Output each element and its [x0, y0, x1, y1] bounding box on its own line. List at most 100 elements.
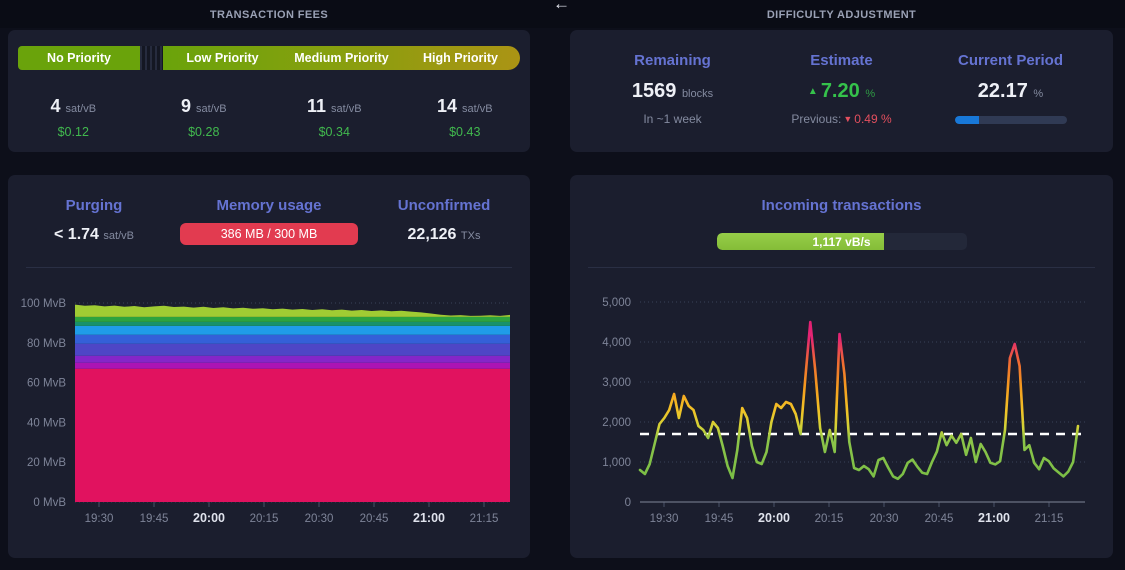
svg-text:21:00: 21:00	[978, 511, 1010, 525]
fee-col-high-priority: 14 sat/vB $0.43	[400, 82, 531, 139]
purging-heading: Purging	[65, 197, 123, 214]
current-period-column: Current Period 22.17 %	[926, 30, 1095, 152]
mempool-divider	[26, 267, 512, 268]
previous-label: Previous:	[791, 112, 842, 126]
svg-text:21:15: 21:15	[1035, 513, 1064, 525]
unconfirmed-value: 22,126 TXs	[358, 226, 530, 244]
svg-text:20:15: 20:15	[250, 513, 279, 525]
incoming-rate-bar-track: 1,117 vB/s	[716, 233, 967, 250]
arrow-up-icon: ▲	[807, 86, 818, 97]
fee-rate-number: 9	[180, 96, 191, 116]
current-period-value: 22.17 %	[926, 80, 1095, 103]
fee-usd: $0.43	[449, 125, 481, 139]
fee-rate-unit: sat/vB	[461, 103, 493, 115]
fee-rate: 11 sat/vB	[269, 96, 400, 117]
mempool-card: Purging < 1.74 sat/vB Memory usage 386 M…	[8, 175, 530, 558]
incoming-heading: Incoming transactions	[761, 197, 922, 214]
svg-text:21:15: 21:15	[470, 513, 499, 525]
incoming-transactions-card: Incoming transactions 1,117 vB/s 0 1,000 2…	[570, 175, 1113, 558]
svg-text:20:45: 20:45	[360, 513, 389, 525]
purging-unit: sat/vB	[103, 230, 134, 242]
mempool-area-chart[interactable]: 0 MvB 20 MvB 40 MvB 60 MvB 80 MvB 100 MvB 19:3…	[8, 275, 530, 553]
svg-text:40 MvB: 40 MvB	[27, 417, 66, 429]
transaction-fees-title: TRANSACTION FEES	[209, 9, 329, 21]
incoming-divider	[588, 267, 1095, 268]
priority-gradient-segment: Low Priority Medium Priority High Priori…	[163, 46, 520, 70]
fee-col-medium-priority: 11 sat/vB $0.34	[269, 82, 400, 139]
fee-usd: $0.12	[57, 125, 89, 139]
previous-value: 0.49 %	[854, 112, 892, 126]
high-priority-label: High Priority	[422, 51, 498, 65]
memory-usage-heading: Memory usage	[216, 197, 322, 214]
remaining-unit: blocks	[681, 88, 714, 100]
svg-text:19:30: 19:30	[650, 513, 679, 525]
purging-column: Purging < 1.74 sat/vB	[8, 175, 180, 245]
svg-text:4,000: 4,000	[602, 337, 631, 349]
current-period-progress-track	[954, 116, 1067, 124]
difficulty-adjustment-title: DIFFICULTY ADJUSTMENT	[766, 9, 917, 21]
memory-usage-column: Memory usage 386 MB / 300 MB	[180, 175, 358, 245]
estimate-heading: Estimate	[810, 52, 873, 69]
svg-text:80 MvB: 80 MvB	[27, 338, 66, 350]
unconfirmed-unit: TXs	[460, 230, 481, 242]
svg-text:0: 0	[625, 497, 631, 509]
unconfirmed-number: 22,126	[407, 226, 457, 243]
fee-values-row: 4 sat/vB $0.12 9 sat/vB $0.28 11 sat/vB …	[8, 82, 530, 139]
current-period-progress-fill	[954, 116, 980, 124]
svg-text:60 MvB: 60 MvB	[27, 378, 66, 390]
fee-rate: 9 sat/vB	[139, 96, 270, 117]
incoming-line-chart[interactable]: 0 1,000 2,000 3,000 4,000 5,000 19:30 19:45 20:0…	[570, 275, 1113, 553]
svg-text:20:15: 20:15	[815, 513, 844, 525]
fee-rate-unit: sat/vB	[330, 103, 362, 115]
estimate-unit: %	[865, 88, 876, 100]
fee-col-low-priority: 9 sat/vB $0.28	[139, 82, 270, 139]
estimate-number: 7.20	[820, 80, 860, 102]
svg-text:1,000: 1,000	[602, 457, 631, 469]
remaining-heading: Remaining	[634, 52, 711, 69]
svg-text:20:45: 20:45	[925, 513, 954, 525]
svg-text:2,000: 2,000	[602, 417, 631, 429]
fee-rate: 4 sat/vB	[8, 96, 139, 117]
remaining-sub: In ~1 week	[643, 112, 702, 126]
svg-text:19:45: 19:45	[705, 513, 734, 525]
svg-text:20:30: 20:30	[870, 513, 899, 525]
fee-rate-number: 4	[50, 96, 61, 116]
cursor-arrow-icon: ←	[553, 0, 570, 13]
svg-text:19:45: 19:45	[140, 513, 169, 525]
svg-text:20:00: 20:00	[758, 511, 790, 525]
medium-priority-label: Medium Priority	[294, 51, 389, 65]
memory-usage-badge: 386 MB / 300 MB	[180, 223, 358, 245]
current-period-number: 22.17	[977, 80, 1028, 102]
unconfirmed-heading: Unconfirmed	[397, 197, 491, 214]
difficulty-adjustment-card: Remaining 1569 blocks In ~1 week Estimat…	[570, 30, 1113, 152]
purging-number: < 1.74	[54, 226, 99, 243]
mempool-stats-row: Purging < 1.74 sat/vB Memory usage 386 M…	[8, 175, 530, 245]
svg-text:0 MvB: 0 MvB	[33, 497, 66, 509]
no-priority-label: No Priority	[47, 51, 111, 65]
fee-priority-bar: No Priority Low Priority Medium Priority…	[18, 46, 520, 70]
svg-text:3,000: 3,000	[602, 377, 631, 389]
top-header-strip: TRANSACTION FEES DIFFICULTY ADJUSTMENT ←	[0, 0, 1125, 28]
svg-text:21:00: 21:00	[413, 511, 445, 525]
remaining-column: Remaining 1569 blocks In ~1 week	[588, 30, 757, 152]
transaction-fees-card: No Priority Low Priority Medium Priority…	[8, 30, 530, 152]
difficulty-columns: Remaining 1569 blocks In ~1 week Estimat…	[570, 30, 1113, 152]
remaining-number: 1569	[631, 80, 677, 102]
svg-text:100 MvB: 100 MvB	[21, 298, 67, 310]
svg-text:20:30: 20:30	[305, 513, 334, 525]
fee-rate-number: 14	[436, 96, 457, 116]
incoming-rate-badge: 1,117 vB/s	[812, 234, 871, 249]
priority-bar-stripes	[140, 46, 163, 70]
estimate-value: ▲ 7.20 %	[757, 80, 926, 103]
fee-rate-number: 11	[306, 96, 326, 116]
fee-col-no-priority: 4 sat/vB $0.12	[8, 82, 139, 139]
fee-usd: $0.34	[318, 125, 350, 139]
svg-text:20:00: 20:00	[193, 511, 225, 525]
fee-usd: $0.28	[188, 125, 220, 139]
no-priority-segment: No Priority	[18, 46, 140, 70]
purging-value: < 1.74 sat/vB	[8, 226, 180, 244]
arrow-down-icon: ▼	[843, 114, 853, 124]
svg-text:5,000: 5,000	[602, 297, 631, 309]
estimate-column: Estimate ▲ 7.20 % Previous: ▼ 0.49 %	[757, 30, 926, 152]
unconfirmed-column: Unconfirmed 22,126 TXs	[358, 175, 530, 245]
